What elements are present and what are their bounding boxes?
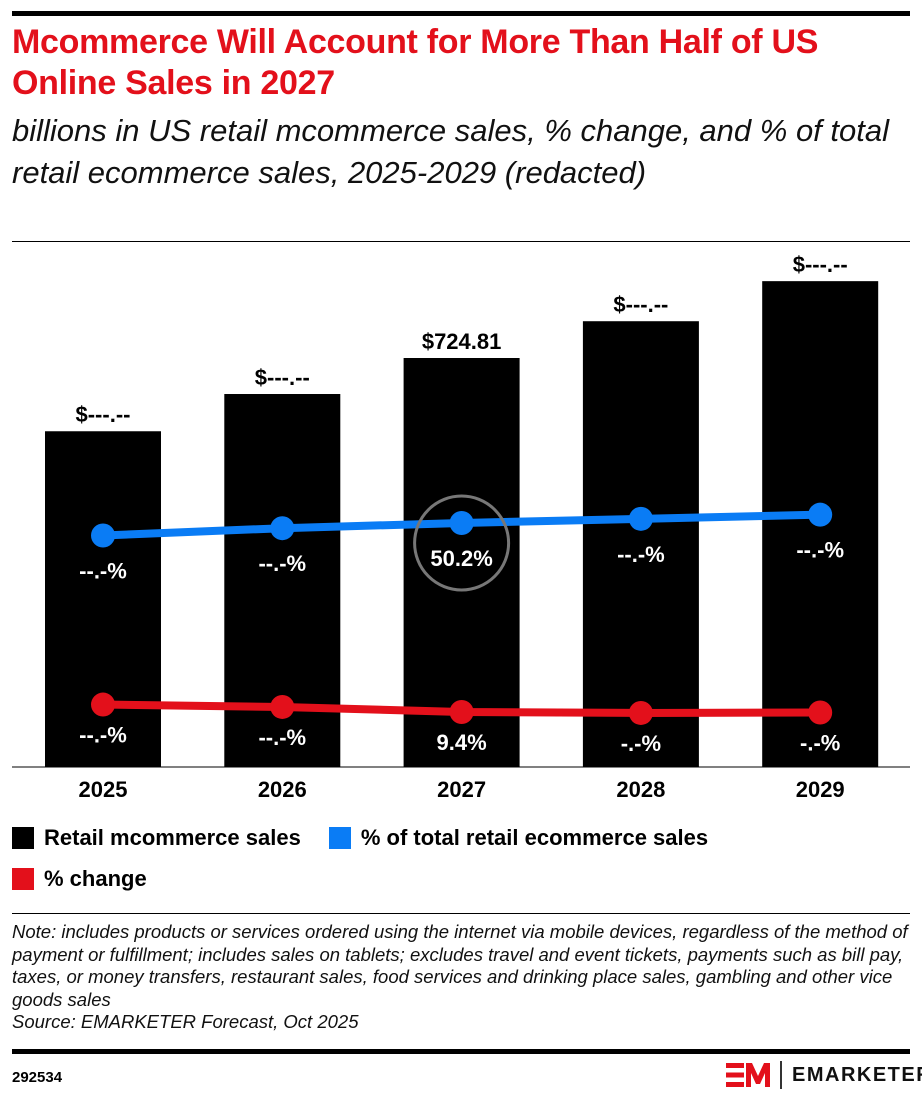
brand-name: EMARKETER (780, 1061, 922, 1089)
chart: $---.-- $---.-- $724.81 $---.-- $---.-- 2025 2… (12, 252, 910, 802)
x-tick-label: 2025 (79, 777, 128, 802)
data-point (808, 700, 833, 725)
bar-label: $---.-- (793, 252, 848, 277)
chart-subtitle: billions in US retail mcommerce sales, %… (12, 113, 890, 190)
legend-label: % change (44, 866, 147, 891)
data-point (270, 694, 295, 719)
divider (12, 241, 910, 242)
em-logo-icon (726, 1063, 770, 1087)
bar-label: $---.-- (613, 292, 668, 317)
data-point (270, 516, 295, 541)
legend-swatch (12, 827, 34, 849)
point-label: --.-% (79, 723, 127, 748)
point-label: -.-% (621, 731, 661, 756)
data-point (449, 511, 474, 535)
bar-label: $---.-- (255, 365, 310, 390)
note: Note: includes products or services orde… (12, 921, 912, 1034)
bar (403, 358, 520, 767)
x-tick-label: 2027 (437, 777, 486, 802)
top-rule (12, 11, 910, 16)
data-point (91, 692, 115, 717)
bar (582, 321, 699, 767)
x-tick-label: 2028 (616, 777, 665, 802)
bottom-rule (12, 1049, 910, 1054)
highlight-circle (413, 494, 511, 592)
legend-item-sales: Retail mcommerce sales % of total retail… (12, 825, 708, 851)
legend-label: Retail mcommerce sales (44, 825, 301, 850)
legend-item-change: % change (12, 866, 147, 892)
legend-label: % of total retail ecommerce sales (360, 825, 709, 850)
legend-swatch (328, 827, 351, 849)
point-label: 9.4% (437, 730, 487, 755)
legend-swatch (12, 868, 34, 890)
bar-label: $724.81 (422, 329, 502, 354)
x-tick-label: 2029 (796, 777, 845, 802)
data-point (628, 700, 653, 725)
chart-title: Mcommerce Will Account for More Than Hal… (12, 23, 819, 102)
source-text: Source: EMARKETER Forecast, Oct 2025 (12, 1011, 359, 1032)
chart-id: 292534 (12, 1069, 63, 1086)
point-label: --.-% (258, 725, 306, 750)
point-label: --.-% (617, 542, 665, 567)
data-point (91, 523, 115, 548)
point-label: -.-% (800, 730, 840, 755)
bar-label: $---.-- (76, 402, 131, 427)
point-label: --.-% (796, 538, 844, 563)
emarketer-logo: EMARKETER (726, 1061, 922, 1089)
divider (12, 913, 910, 914)
point-label: 50.2% (430, 546, 492, 571)
x-tick-label: 2026 (258, 777, 307, 802)
bar (45, 431, 161, 767)
note-text: Note: includes products or services orde… (12, 921, 908, 1010)
data-point (449, 700, 474, 724)
data-point (808, 502, 833, 527)
point-label: --.-% (258, 551, 306, 576)
data-point (628, 506, 653, 531)
point-label: --.-% (79, 558, 127, 583)
